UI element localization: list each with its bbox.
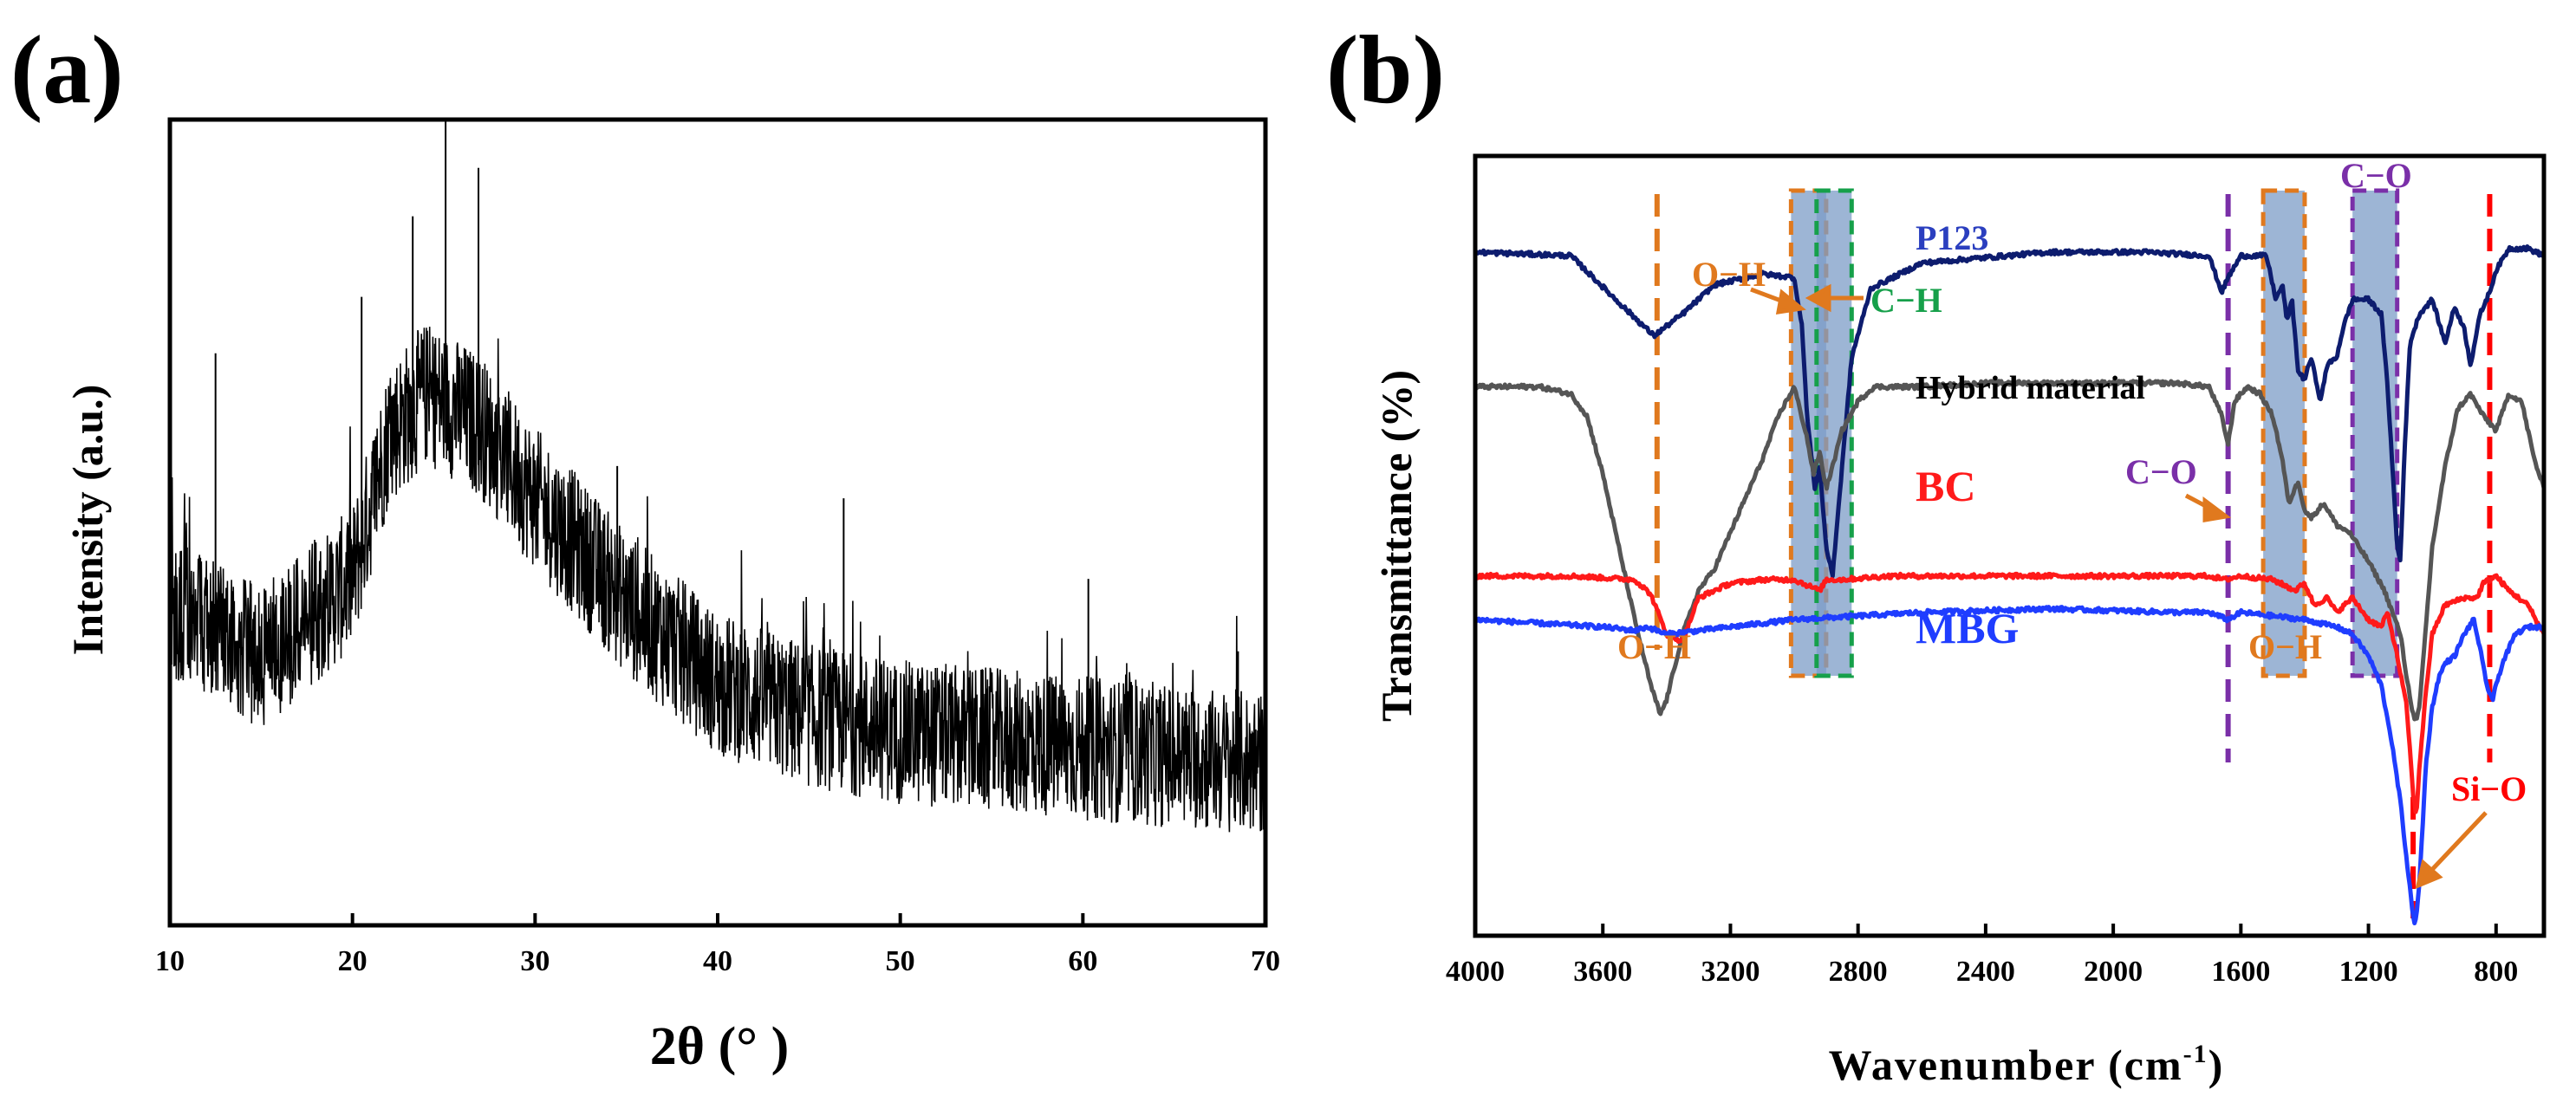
ftir-x-tick-label: 2400 xyxy=(1956,956,2015,988)
oh-bottom-mid-annotation: O−H xyxy=(2248,627,2322,666)
ftir-axes-frame xyxy=(1473,153,2547,938)
xrd-x-tick-label: 20 xyxy=(338,945,368,977)
ftir-band-outline xyxy=(2350,188,2400,678)
sio-annotation: Si−O xyxy=(2451,769,2527,808)
ftir-chart: 4000 3600 3200 2800 2400 2000 1600 1200 800 Wave… xyxy=(1372,153,2547,1089)
xrd-series-line xyxy=(169,327,1266,833)
xrd-y-axis-title: Intensity (a.u.) xyxy=(63,385,112,656)
p123-series-label: P123 xyxy=(1916,218,1988,257)
ftir-x-tick-label: 3200 xyxy=(1701,956,1760,988)
ftir-x-axis-title: Wavenumber (cm-1) xyxy=(1829,1040,2225,1089)
hybrid-series-label: Hybrid material xyxy=(1916,370,2145,406)
ftir-x-axis-title-close: ) xyxy=(2208,1041,2225,1089)
co-arrow-head xyxy=(2202,496,2232,522)
xrd-x-tick-label: 10 xyxy=(155,945,185,977)
ftir-x-tick-label: 1200 xyxy=(2339,956,2398,988)
co-top-annotation: C−O xyxy=(2340,156,2412,195)
panel-b-letter: (b) xyxy=(1326,16,1445,124)
ftir-x-axis-title-main: Wavenumber (cm xyxy=(1829,1041,2183,1089)
ftir-x-tick-label: 2800 xyxy=(1829,956,1888,988)
xrd-x-ticks: 10 20 30 40 50 60 70 xyxy=(155,913,1280,977)
ftir-x-tick-label: 800 xyxy=(2474,956,2518,988)
ftir-x-tick-label: 2000 xyxy=(2084,956,2143,988)
ftir-x-tick-label: 1600 xyxy=(2211,956,2270,988)
xrd-chart: 10 20 30 40 50 60 70 2θ (° ) Intensity (a.u.) xyxy=(63,117,1280,1076)
ftir-series-p123 xyxy=(1473,244,2546,579)
ftir-x-ticks: 4000 3600 3200 2800 2400 2000 1600 1200 800 xyxy=(1446,924,2518,988)
ftir-series-mbg xyxy=(1473,605,2546,925)
ftir-highlight-bands xyxy=(1788,188,2400,678)
xrd-x-tick-label: 50 xyxy=(886,945,915,977)
sio-arrow-head xyxy=(2415,859,2443,890)
bc-series-label: BC xyxy=(1916,462,1975,510)
oh-arrow-head xyxy=(1775,289,1806,315)
mbg-series-label: MBG xyxy=(1916,604,2019,652)
sio-arrow-shaft xyxy=(2425,811,2488,877)
xrd-x-tick-label: 60 xyxy=(1068,945,1097,977)
ftir-band-outline xyxy=(2261,188,2307,678)
ftir-plot-area xyxy=(1473,244,2547,925)
ch-annotation: C−H xyxy=(1870,281,1942,320)
oh-left-annotation: O−H xyxy=(1692,255,1766,294)
xrd-x-tick-label: 70 xyxy=(1251,945,1280,977)
oh-bottom-left-annotation: O−H xyxy=(1617,627,1691,666)
ftir-marker-lines xyxy=(1654,194,2493,918)
ftir-x-tick-label: 3600 xyxy=(1573,956,1632,988)
xrd-plot-area xyxy=(169,120,1266,833)
ftir-x-axis-title-sup: -1 xyxy=(2183,1040,2208,1068)
xrd-x-tick-label: 40 xyxy=(703,945,732,977)
ftir-x-tick-label: 4000 xyxy=(1446,956,1505,988)
xrd-x-axis-title: 2θ (° ) xyxy=(650,1017,789,1076)
ftir-series-bc xyxy=(1473,571,2547,814)
xrd-x-tick-label: 30 xyxy=(520,945,550,977)
ch-arrow-head xyxy=(1805,283,1831,313)
panel-a-letter: (a) xyxy=(10,16,124,124)
annotation-arrows xyxy=(1750,283,2488,890)
ftir-y-axis-title: Transmittance (%) xyxy=(1372,370,1421,722)
ftir-series-hybrid-material xyxy=(1473,379,2547,722)
co-mid-annotation: C−O xyxy=(2125,452,2197,491)
